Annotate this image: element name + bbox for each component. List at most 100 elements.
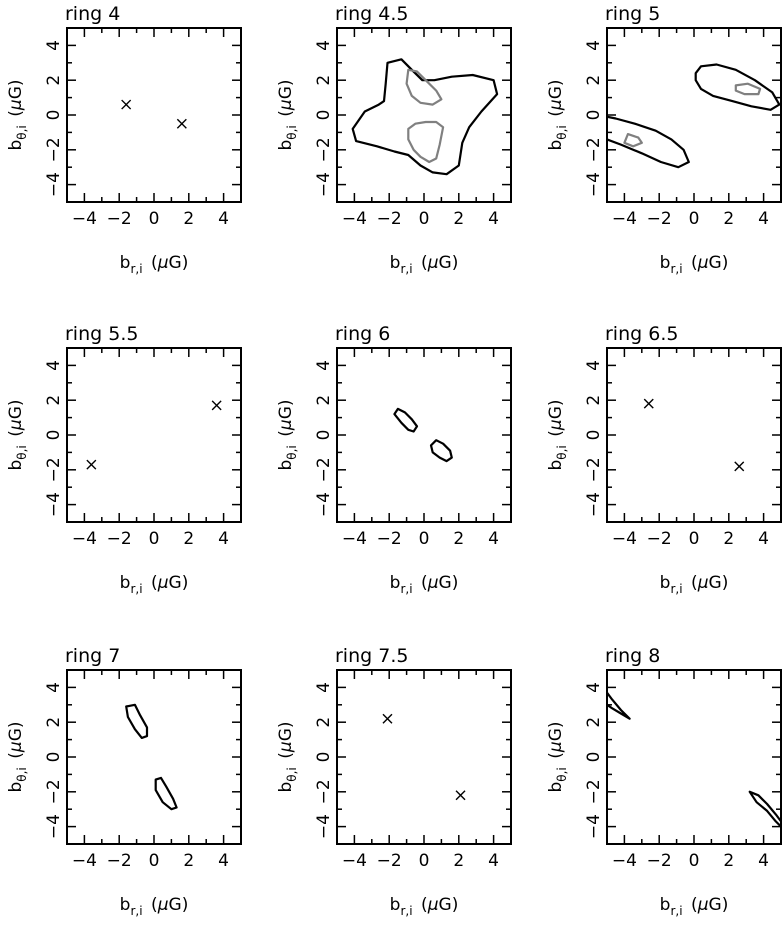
y-axis-label: bθ,i (μG) — [276, 79, 299, 150]
y-tick-label: −4 — [314, 172, 334, 197]
axis-label-part: ( — [143, 895, 158, 915]
plot-frame — [606, 669, 782, 845]
x-tick-label: 2 — [453, 209, 464, 229]
x-tick-label: 0 — [419, 209, 430, 229]
y-tick-label: 4 — [584, 40, 604, 51]
cross-marker — [176, 118, 187, 129]
axis-label-part: θ,i — [555, 767, 569, 782]
y-tick-label: −4 — [314, 492, 334, 517]
axis-label-part: μ — [6, 419, 26, 431]
axis-label-part: G) — [439, 253, 459, 273]
plot-frame — [66, 347, 242, 523]
x-axis-label: br,i (μG) — [120, 253, 189, 276]
inner-contour — [407, 120, 445, 164]
x-axis-label: br,i (μG) — [120, 895, 189, 918]
x-tick-label: −4 — [72, 851, 97, 871]
x-tick-label: 4 — [758, 851, 769, 871]
y-tick-label: 4 — [314, 40, 334, 51]
y-tick-label: 0 — [584, 430, 604, 441]
y-tick-label: 0 — [44, 752, 64, 763]
axis-label-part: μ — [427, 895, 439, 915]
axis-label-part: μ — [697, 895, 709, 915]
axis-label-part: b — [276, 782, 296, 793]
y-axis-label: bθ,i (μG) — [6, 721, 29, 792]
axis-label-part: ( — [546, 430, 566, 445]
axis-label-part: μ — [546, 99, 566, 111]
axis-label-part: μ — [697, 253, 709, 273]
y-tick-label: 0 — [44, 110, 64, 121]
panel-title: ring 8 — [605, 645, 660, 667]
axis-label-part: θ,i — [285, 445, 299, 460]
x-axis-label: br,i (μG) — [660, 573, 729, 596]
axis-label-part: b — [546, 782, 566, 793]
axis-label-part: ( — [276, 752, 296, 767]
y-tick-label: −2 — [314, 779, 334, 804]
x-tick-label: −4 — [72, 209, 97, 229]
y-tick-label: −4 — [44, 172, 64, 197]
y-tick-label: 4 — [314, 360, 334, 371]
y-axis-label: bθ,i (μG) — [546, 721, 569, 792]
plot-frame — [606, 27, 782, 203]
axis-label-part: r,i — [670, 904, 682, 918]
x-axis-label: br,i (μG) — [390, 573, 459, 596]
cross-stroke — [734, 461, 745, 472]
axis-label-part: b — [120, 253, 131, 273]
x-tick-label: 2 — [183, 529, 194, 549]
axis-label-part: ( — [276, 430, 296, 445]
axis-label-part: ( — [683, 253, 698, 273]
y-tick-label: −4 — [44, 814, 64, 839]
x-tick-label: −4 — [612, 851, 637, 871]
axis-label-part: μ — [546, 419, 566, 431]
axis-label-part: r,i — [130, 582, 142, 596]
x-tick-label: −4 — [72, 529, 97, 549]
axis-label-part: b — [660, 895, 671, 915]
x-tick-label: 2 — [453, 529, 464, 549]
axis-label-part: μ — [6, 99, 26, 111]
y-tick-label: 2 — [314, 395, 334, 406]
axis-label-part: ( — [546, 752, 566, 767]
axis-label-part: ( — [143, 573, 158, 593]
axis-label-part: r,i — [400, 582, 412, 596]
x-tick-label: −4 — [342, 529, 367, 549]
axis-label-part: ( — [6, 430, 26, 445]
x-tick-label: 2 — [183, 209, 194, 229]
y-axis-label: bθ,i (μG) — [6, 399, 29, 470]
x-tick-label: −2 — [107, 851, 132, 871]
cross-stroke — [382, 713, 393, 724]
x-tick-label: 4 — [758, 209, 769, 229]
x-tick-label: 4 — [218, 851, 229, 871]
x-tick-label: 2 — [723, 529, 734, 549]
axis-label-part: b — [546, 140, 566, 151]
x-tick-label: 0 — [149, 529, 160, 549]
axis-label-part: G) — [709, 253, 729, 273]
cross-marker — [121, 99, 132, 110]
x-tick-label: 0 — [689, 851, 700, 871]
axis-label-part: θ,i — [555, 445, 569, 460]
outer-contour — [429, 439, 453, 463]
axis-label-part: ( — [143, 253, 158, 273]
y-axis-label: bθ,i (μG) — [546, 79, 569, 150]
x-axis-label: br,i (μG) — [660, 253, 729, 276]
x-axis-label: br,i (μG) — [390, 253, 459, 276]
axis-label-part: ( — [683, 895, 698, 915]
x-tick-label: −4 — [612, 529, 637, 549]
axis-label-part: G) — [276, 399, 296, 419]
axis-label-part: G) — [6, 79, 26, 99]
axis-label-part: G) — [6, 399, 26, 419]
x-tick-label: 0 — [149, 209, 160, 229]
axis-label-part: G) — [439, 573, 459, 593]
axis-label-part: ( — [683, 573, 698, 593]
axis-label-part: G) — [6, 721, 26, 741]
x-tick-label: 4 — [218, 209, 229, 229]
axis-label-part: r,i — [670, 582, 682, 596]
outer-contour — [748, 790, 781, 828]
axis-label-part: b — [6, 782, 26, 793]
panel-title: ring 7.5 — [335, 645, 408, 667]
